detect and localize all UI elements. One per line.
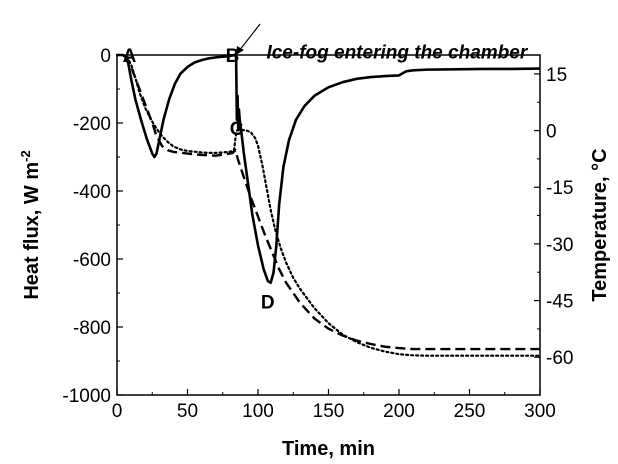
y2-axis-title: Temperature, °C <box>589 148 611 301</box>
y-axis-title-main: Heat flux, W m <box>21 162 43 300</box>
y-tick-label-1: -200 <box>73 114 111 135</box>
y-tick-label-2: -400 <box>73 182 111 203</box>
annotation-d: D <box>261 292 275 313</box>
y-axis-title-superscript: -2 <box>18 150 33 162</box>
ice-fog-arrow-shaft <box>238 23 261 52</box>
annotation-ice-fog: Ice-fog entering the chamber <box>266 42 528 63</box>
x-axis-title: Time, min <box>282 438 375 460</box>
x-tick-label-2: 100 <box>242 401 274 422</box>
y-tick-label-3: -600 <box>73 250 111 271</box>
x-tick-label-4: 200 <box>383 401 415 422</box>
series-line-1-dash <box>124 54 540 351</box>
y2-tick-label-1: 0 <box>546 122 557 143</box>
annotations: A B C D Ice-fog entering the chamber <box>123 42 529 313</box>
y-tick-label-0: 0 <box>100 46 111 67</box>
annotation-a: A <box>123 46 137 67</box>
y2-tick-label-4: -45 <box>546 292 573 313</box>
ticks: 0 50 100 150 200 250 3000-200-400-600-800-1000… <box>62 46 573 422</box>
y-axis-title: Heat flux, W m-2 <box>18 150 43 299</box>
annotation-b: B <box>226 46 240 67</box>
plot-frame <box>116 54 541 396</box>
annotation-c: C <box>230 119 244 140</box>
x-tick-label-6: 300 <box>524 401 556 422</box>
series-group <box>115 53 542 357</box>
y-tick-label-4: -800 <box>73 318 111 339</box>
x-tick-label-5: 250 <box>454 401 486 422</box>
ice-fog-arrow-head <box>236 46 244 55</box>
series-line-0-solid <box>117 53 541 285</box>
x-tick-label-3: 150 <box>313 401 345 422</box>
y2-tick-label-0: 15 <box>546 65 567 86</box>
x-tick-label-1: 50 <box>177 401 198 422</box>
y2-tick-label-5: -60 <box>546 348 573 369</box>
y2-tick-label-3: -30 <box>546 235 573 256</box>
y-tick-label-5: -1000 <box>62 386 111 407</box>
series-line-2-dot <box>115 53 542 357</box>
y2-tick-label-2: -15 <box>546 178 573 199</box>
x-tick-label-0: 0 <box>112 401 123 422</box>
